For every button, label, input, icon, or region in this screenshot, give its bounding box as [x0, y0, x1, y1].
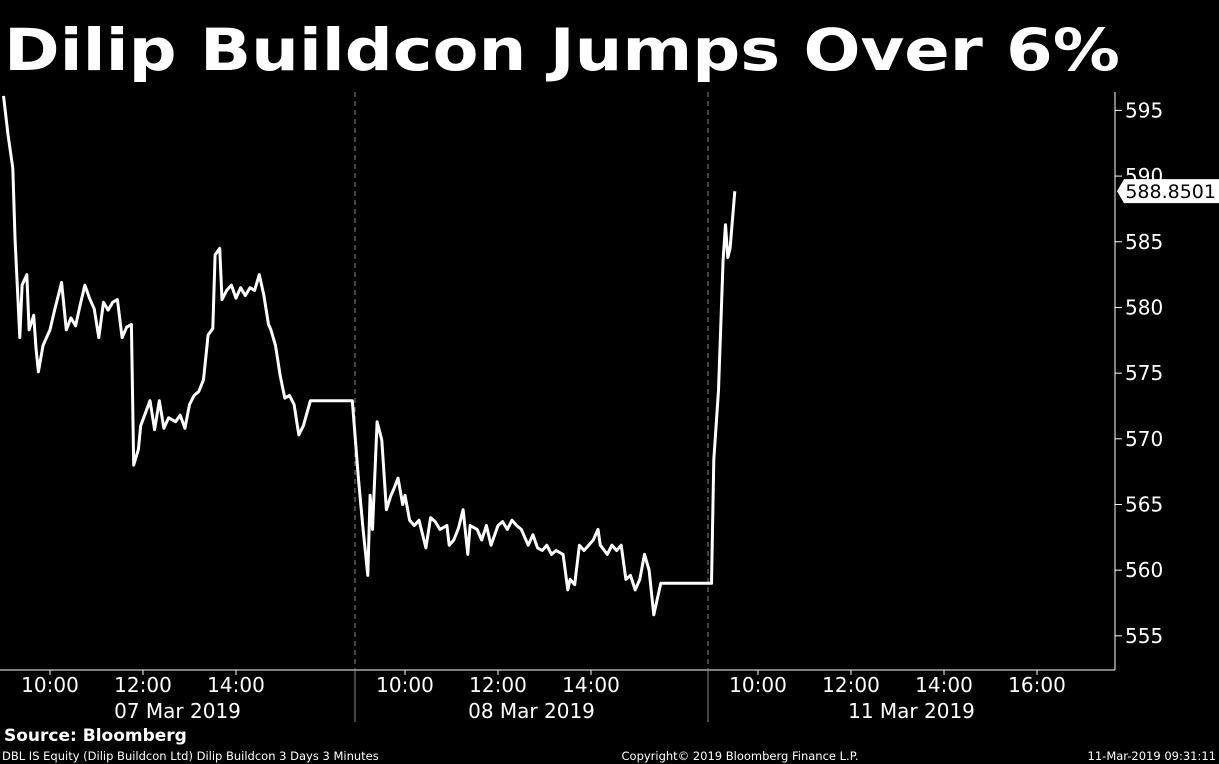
x-tick-label: 12:00 — [114, 673, 172, 697]
x-tick-label: 10:00 — [376, 673, 434, 697]
y-tick-label: 570 — [1125, 427, 1163, 451]
source: Source: Bloomberg — [4, 726, 187, 746]
x-tick-label: 12:00 — [822, 673, 880, 697]
x-tick-label: 16:00 — [1008, 673, 1066, 697]
x-group-label: 08 Mar 2019 — [468, 699, 595, 723]
y-tick-label: 565 — [1125, 492, 1163, 516]
x-tick-label: 10:00 — [729, 673, 787, 697]
y-tick-label: 595 — [1125, 98, 1163, 122]
y-tick-label: 575 — [1125, 361, 1163, 385]
x-tick-label: 14:00 — [915, 673, 973, 697]
x-tick-label: 10:00 — [21, 673, 79, 697]
y-tick-label: 585 — [1125, 230, 1163, 254]
x-group-label: 11 Mar 2019 — [848, 699, 975, 723]
last-value-box — [1117, 179, 1219, 204]
y-tick-label: 555 — [1125, 624, 1163, 648]
x-tick-label: 14:00 — [562, 673, 620, 697]
price-line — [2, 95, 737, 617]
footer-right: 11-Mar-2019 09:31:11 — [1088, 749, 1216, 763]
footer-center: Copyright© 2019 Bloomberg Finance L.P. — [622, 749, 859, 763]
last-value-label: 588.8501 — [1125, 181, 1216, 203]
y-tick-label: 560 — [1125, 558, 1163, 582]
x-tick-label: 14:00 — [207, 673, 265, 697]
x-tick-label: 12:00 — [469, 673, 527, 697]
chart-title: Dilip Buildcon Jumps Over 6% — [4, 16, 1120, 84]
x-group-label: 07 Mar 2019 — [114, 699, 241, 723]
y-tick-label: 580 — [1125, 295, 1163, 319]
footer-left: DBL IS Equity (Dilip Buildcon Ltd) Dilip… — [2, 749, 379, 763]
